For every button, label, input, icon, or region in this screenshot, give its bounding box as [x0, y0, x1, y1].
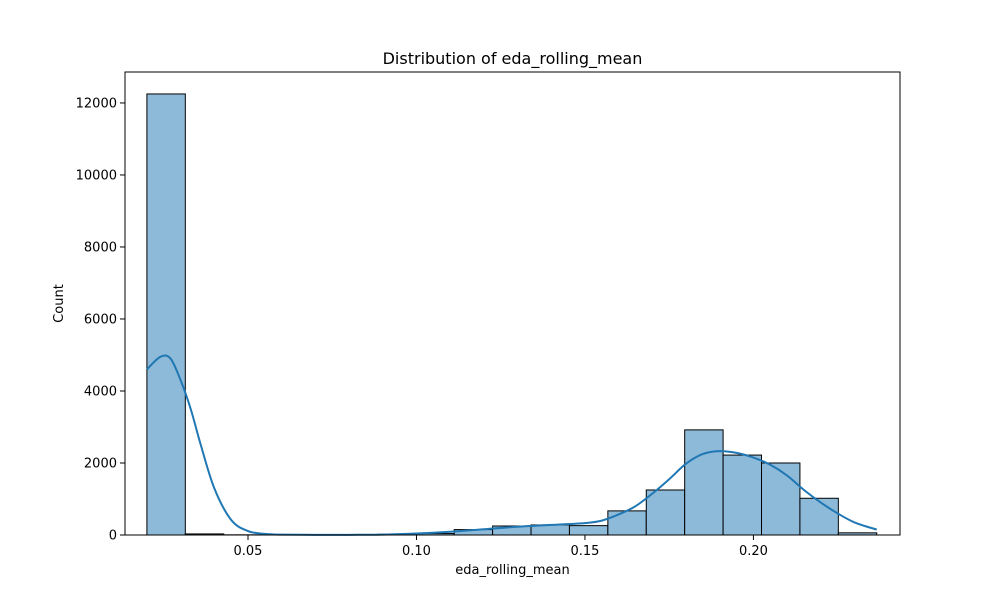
- histogram-bar: [761, 462, 801, 536]
- y-tick-label: 4000: [84, 384, 117, 399]
- histogram-bar: [568, 525, 609, 536]
- histogram-bar: [146, 93, 186, 536]
- x-axis-ticks: 0.05 0.10 0.15 0.20: [234, 535, 768, 559]
- kde-curve: [146, 354, 878, 536]
- y-tick-label: 6000: [84, 312, 117, 327]
- y-tick-label: 12000: [76, 96, 117, 111]
- histogram-bar: [684, 429, 724, 536]
- y-axis-ticks: 0 2000 4000 6000 8000 10000 12000: [76, 96, 125, 544]
- histogram-bar: [645, 489, 686, 536]
- x-axis-label: eda_rolling_mean: [455, 563, 569, 578]
- y-axis-label: Count: [52, 284, 67, 323]
- plot-frame: [124, 71, 901, 536]
- histogram-bar: [799, 497, 839, 536]
- histogram-bar: [722, 454, 763, 536]
- histogram-bar: [607, 510, 647, 536]
- y-tick-label: 0: [109, 529, 117, 544]
- x-tick-label: 0.15: [570, 544, 599, 559]
- x-tick-label: 0.20: [739, 544, 768, 559]
- x-tick-label: 0.05: [234, 544, 263, 559]
- y-tick-label: 10000: [76, 168, 117, 183]
- y-tick-label: 2000: [84, 456, 117, 471]
- y-tick-label: 8000: [84, 240, 117, 255]
- chart-title: Distribution of eda_rolling_mean: [383, 49, 643, 69]
- x-tick-label: 0.10: [402, 544, 431, 559]
- histogram-bars: [146, 93, 878, 536]
